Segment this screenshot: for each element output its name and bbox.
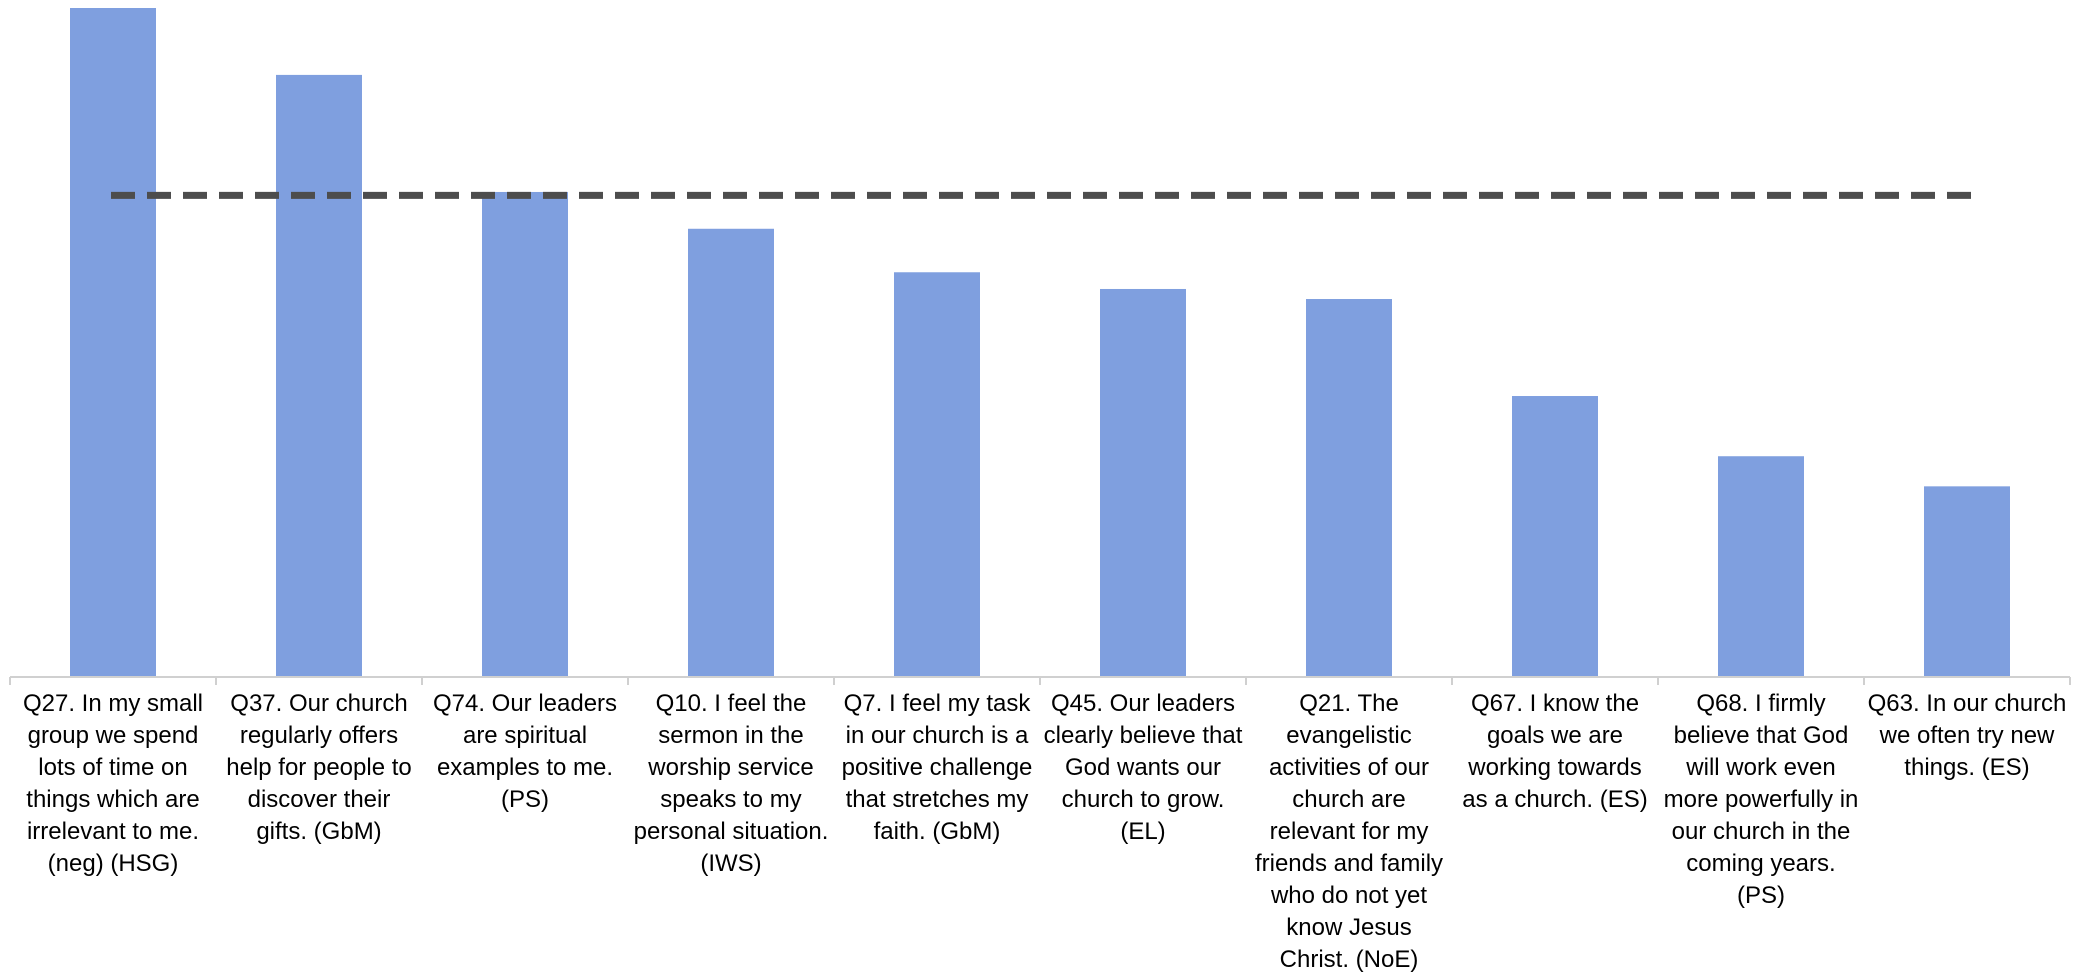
x-tick-label-8: Q67. I know the goals we are working tow… xyxy=(1462,690,1648,813)
bar-2 xyxy=(276,74,362,677)
x-tick-label-4: Q10. I feel the sermon in the worship se… xyxy=(633,690,829,877)
bar-1 xyxy=(70,8,156,677)
x-tick-label-2: Q37. Our church regularly offers help fo… xyxy=(226,690,412,845)
bar-10 xyxy=(1924,486,2010,677)
x-tick-label-3: Q74. Our leaders are spiritual examples … xyxy=(432,690,618,813)
bar-9 xyxy=(1718,456,1804,677)
x-axis-ticks xyxy=(9,677,2071,685)
bars-group xyxy=(70,8,2010,677)
x-tick-label-10: Q63. In our church we often try new thin… xyxy=(1867,690,2067,781)
x-tick-label-1: Q27. In my small group we spend lots of … xyxy=(22,690,204,877)
bar-6 xyxy=(1100,288,1186,677)
x-tick-label-5: Q7. I feel my task in our church is a po… xyxy=(841,690,1033,845)
bar-8 xyxy=(1512,396,1598,677)
x-tick-label-6: Q45. Our leaders clearly believe that Go… xyxy=(1043,690,1243,845)
x-tick-label-7: Q21. The evangelistic activities of our … xyxy=(1254,690,1444,973)
bar-7 xyxy=(1306,299,1392,677)
bar-5 xyxy=(894,272,980,677)
x-tick-label-9: Q68. I firmly believe that God will work… xyxy=(1663,690,1859,909)
bar-3 xyxy=(482,191,568,677)
bar-4 xyxy=(688,228,774,677)
